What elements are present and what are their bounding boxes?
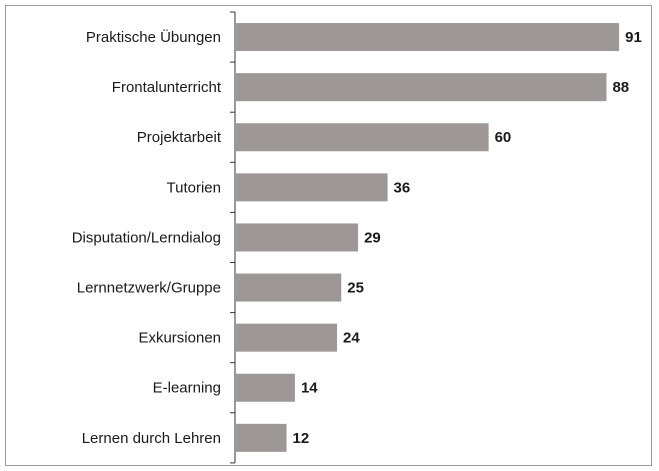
bar — [236, 373, 295, 402]
value-label: 14 — [301, 380, 318, 397]
value-label: 12 — [293, 430, 310, 447]
bar — [236, 23, 620, 52]
category-label: Disputation/Lerndialog — [72, 229, 221, 246]
value-label: 29 — [364, 229, 381, 246]
bar — [236, 173, 388, 202]
value-label: 60 — [495, 129, 512, 146]
value-label: 25 — [347, 280, 364, 297]
bar — [236, 323, 338, 352]
bar — [236, 223, 359, 252]
category-label: E-learning — [153, 380, 221, 397]
category-label: Tutorien — [167, 179, 221, 196]
category-label: Lernen durch Lehren — [82, 430, 221, 447]
value-label: 24 — [343, 330, 360, 347]
bar — [236, 423, 287, 452]
category-label: Praktische Übungen — [86, 28, 221, 46]
value-label: 91 — [625, 29, 642, 46]
bar — [236, 73, 607, 102]
value-label: 36 — [394, 179, 411, 196]
category-label: Frontalunterricht — [112, 79, 222, 96]
value-label: 88 — [612, 79, 629, 96]
bar — [236, 273, 342, 302]
category-label: Projektarbeit — [137, 129, 222, 146]
category-label: Lernnetzwerk/Gruppe — [77, 280, 221, 297]
bar — [236, 123, 489, 152]
category-label: Exkursionen — [138, 330, 221, 347]
